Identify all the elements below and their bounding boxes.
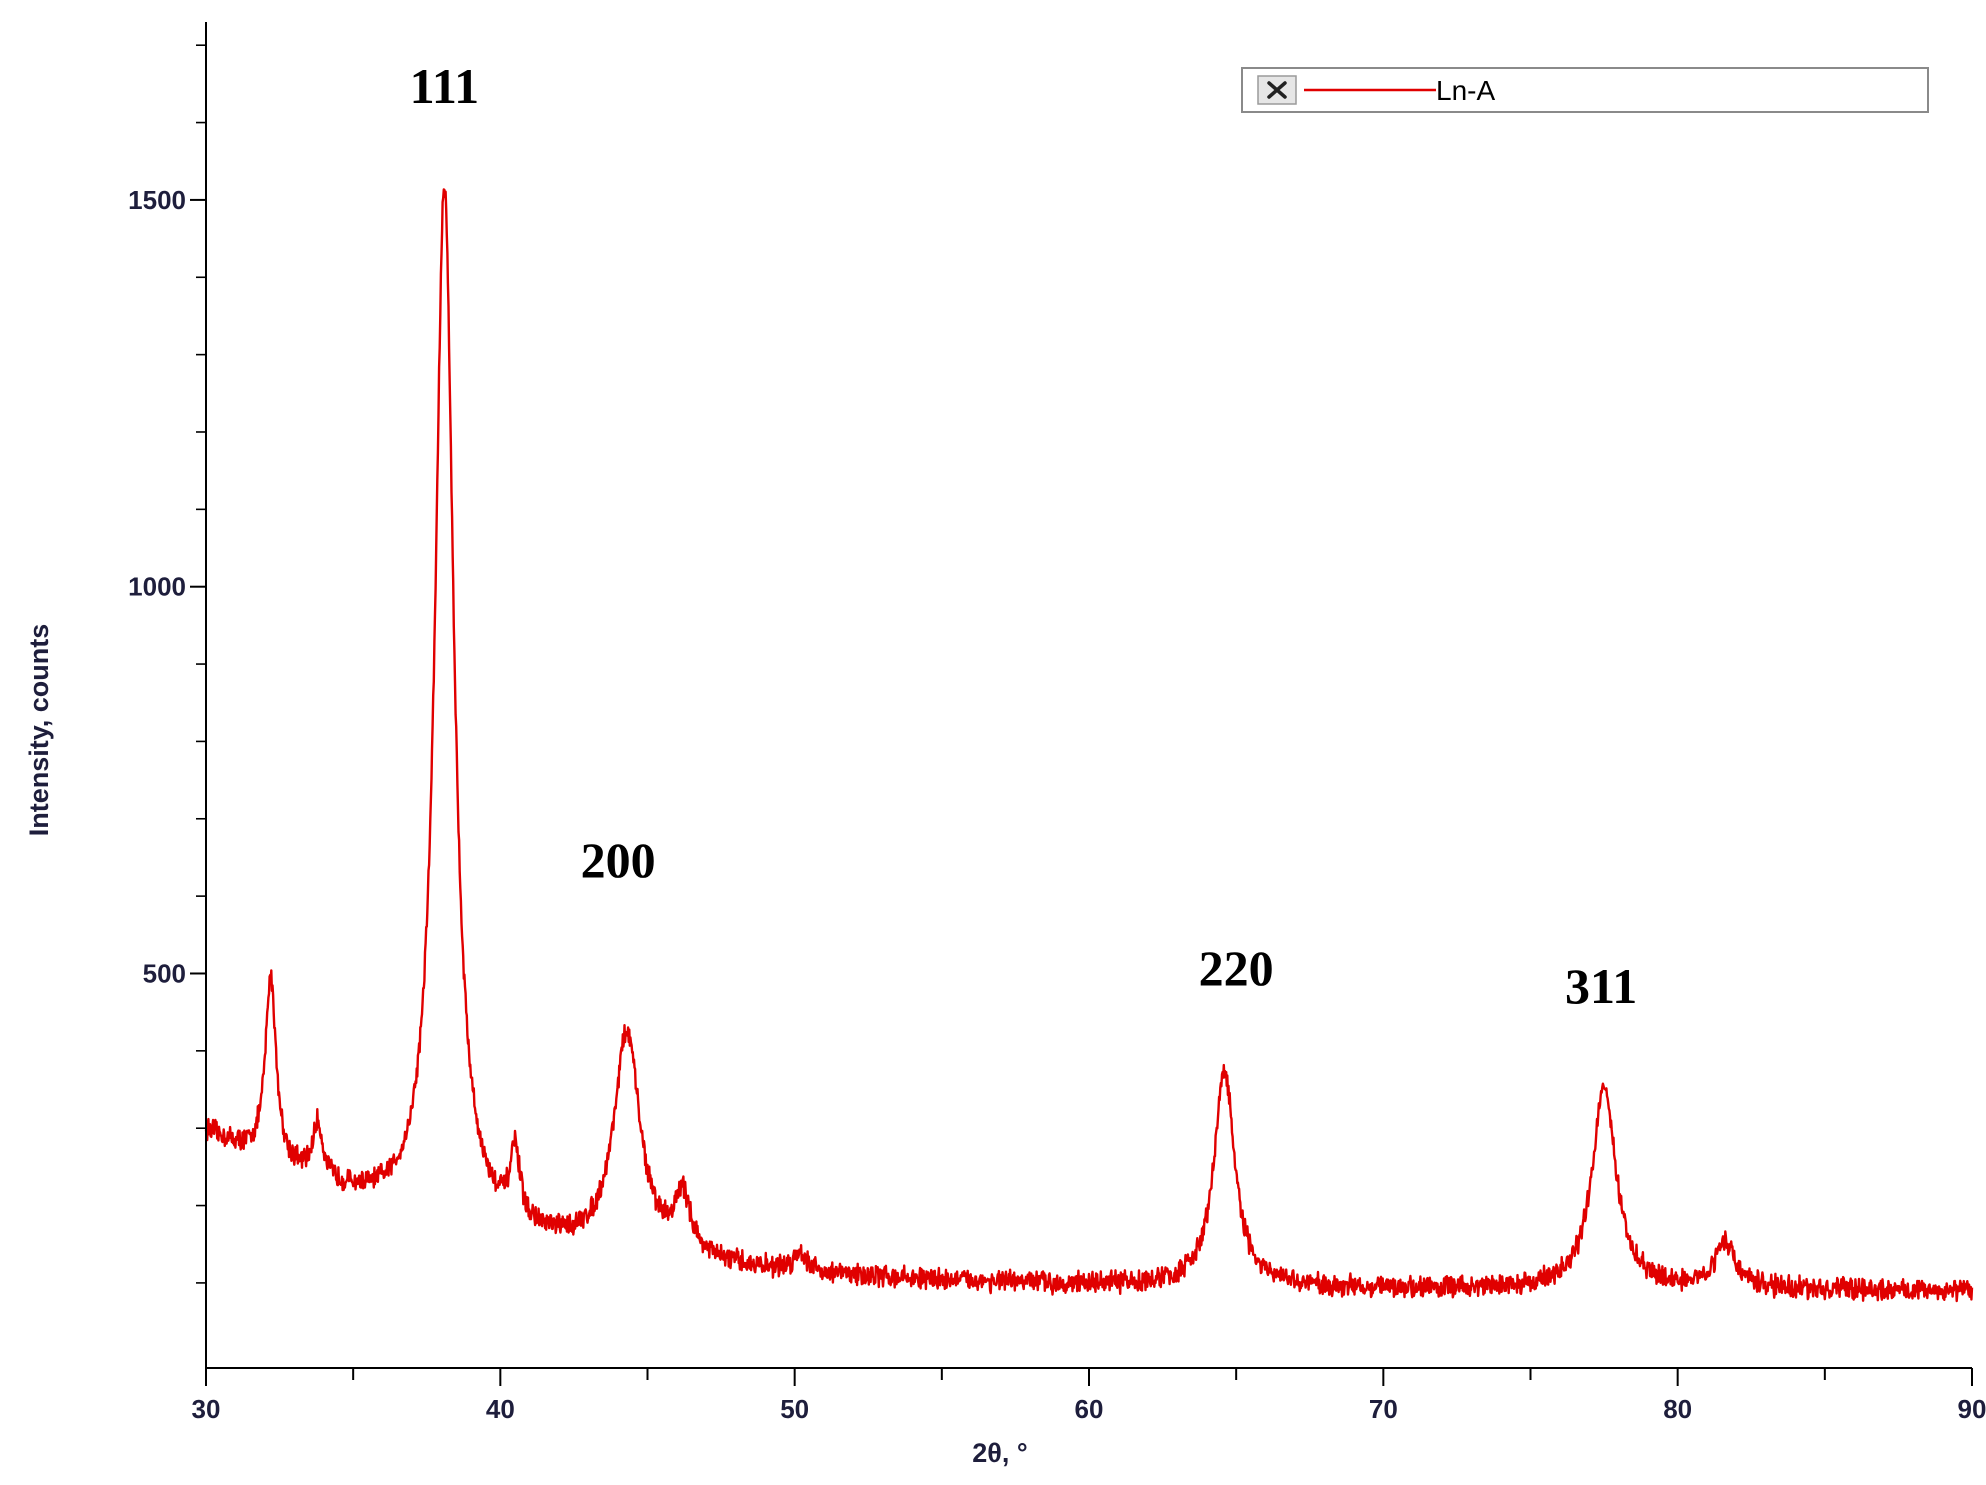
peak-label: 200 [581,832,656,888]
annotation-layer: 111 200 220 311 [410,58,1638,1014]
x-axis-title: 2θ, ° [972,1438,1027,1468]
x-tick-label: 40 [486,1394,515,1424]
close-icon[interactable] [1257,75,1297,105]
series-line-0 [204,188,1974,1303]
legend: Ln-A [1241,67,1929,113]
x-tick-label: 80 [1663,1394,1692,1424]
x-tick-label: 90 [1958,1394,1986,1424]
x-tick-label: 50 [780,1394,809,1424]
x-tick-label: 70 [1369,1394,1398,1424]
axes-layer: 30 40 50 60 70 80 90 500 1000 1500 2θ, ° Intensity,… [24,22,1986,1468]
y-tick-label: 500 [143,958,186,988]
x-tick-label: 30 [192,1394,221,1424]
y-tick-label: 1500 [128,185,186,215]
y-axis-title: Intensity, counts [24,624,54,837]
legend-box [1241,67,1929,113]
peak-label: 220 [1199,940,1274,996]
legend-entry: Ln-A [1436,75,1495,106]
peak-label: 111 [410,58,479,114]
y-tick-label: 1000 [128,572,186,602]
x-tick-label: 60 [1075,1394,1104,1424]
series-layer [204,188,1974,1303]
peak-label: 311 [1565,958,1637,1014]
